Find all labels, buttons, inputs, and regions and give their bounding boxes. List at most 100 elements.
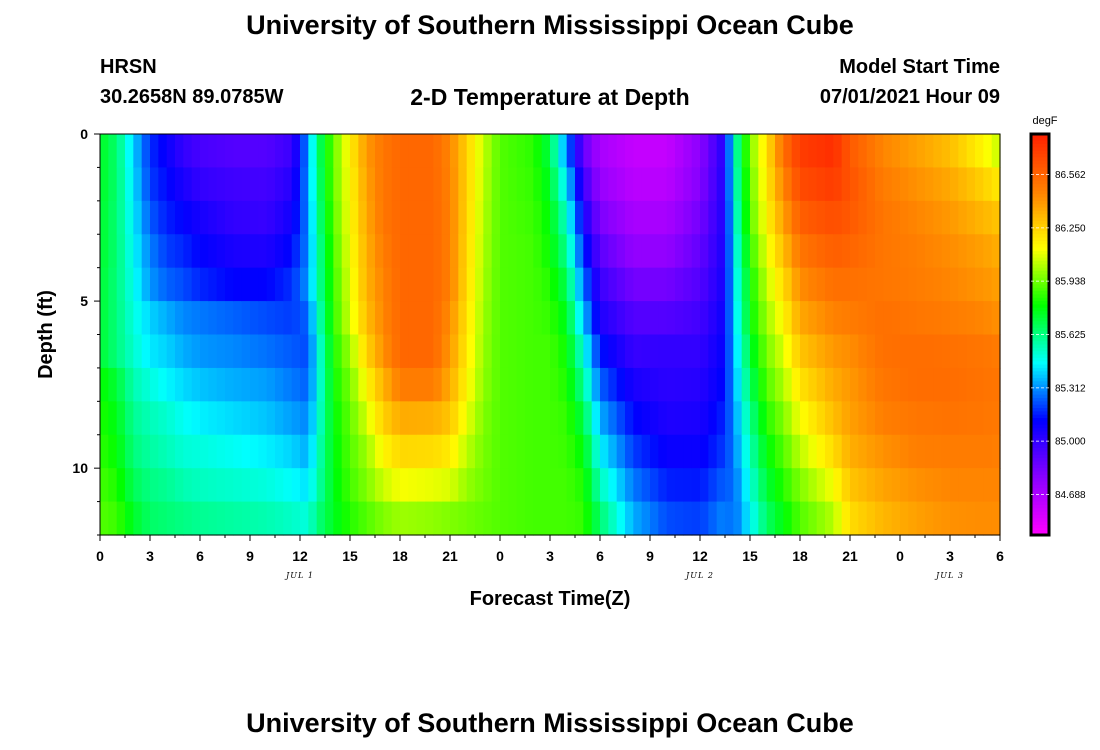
x-tick-label: 12 (292, 548, 308, 564)
heatmap-cell (525, 501, 534, 536)
heatmap-cell (841, 167, 851, 202)
heatmap-cell (450, 367, 459, 402)
colorbar-segment (1031, 237, 1049, 242)
heatmap-cell (383, 167, 393, 202)
heatmap-cell (708, 200, 718, 235)
heatmap-cell (283, 301, 293, 336)
heatmap-cell (750, 367, 759, 402)
heatmap-cell (258, 167, 268, 202)
heatmap-cell (391, 267, 401, 302)
heatmap-cell (508, 267, 518, 302)
heatmap-cell (675, 200, 684, 235)
heatmap-cell (208, 301, 218, 336)
heatmap-cell (691, 501, 701, 536)
heatmap-cell (200, 167, 209, 202)
heatmap-cell (425, 434, 434, 469)
heatmap-cell (775, 367, 784, 402)
heatmap-cell (816, 434, 826, 469)
heatmap-cell (916, 234, 926, 269)
heatmap-cell (950, 434, 959, 469)
heatmap-cell (833, 334, 843, 369)
heatmap-cell (741, 434, 751, 469)
heatmap-cell (416, 334, 426, 369)
heatmap-cell (633, 234, 643, 269)
heatmap-cell (633, 334, 643, 369)
heatmap-cell (250, 434, 259, 469)
station-coordinates: 30.2658N 89.0785W (100, 86, 284, 108)
heatmap-cell (533, 401, 543, 436)
heatmap-cell (708, 434, 718, 469)
heatmap-cell (850, 167, 859, 202)
heatmap-cell (450, 468, 459, 503)
colorbar-segment (1031, 354, 1049, 359)
heatmap-cell (558, 367, 568, 402)
heatmap-cell (158, 234, 168, 269)
heatmap-cell (716, 367, 726, 402)
heatmap-cell (175, 167, 184, 202)
x-tick-label: 15 (342, 548, 358, 564)
heatmap-cell (566, 267, 576, 302)
heatmap-cell (225, 434, 234, 469)
heatmap-cell (666, 334, 676, 369)
heatmap-cell (641, 367, 651, 402)
heatmap-cell (866, 501, 876, 536)
heatmap-cell (750, 434, 759, 469)
heatmap-cell (325, 501, 334, 536)
colorbar-segment (1031, 271, 1049, 275)
colorbar-segment (1031, 361, 1049, 366)
heatmap-cell (833, 167, 843, 202)
heatmap-cell (816, 267, 826, 302)
heatmap-cell (416, 167, 426, 202)
heatmap-cell (366, 401, 376, 436)
heatmap-cell (450, 334, 459, 369)
heatmap-cell (666, 434, 676, 469)
heatmap-cell (925, 334, 934, 369)
heatmap-cell (975, 434, 984, 469)
heatmap-cell (433, 301, 443, 336)
colorbar-segment (1031, 511, 1049, 516)
heatmap-cell (583, 367, 593, 402)
heatmap-cell (850, 401, 859, 436)
heatmap-cell (683, 200, 693, 235)
heatmap-cell (383, 200, 393, 235)
heatmap-cell (358, 167, 368, 202)
heatmap-cell (458, 367, 468, 402)
heatmap-cell (766, 234, 776, 269)
heatmap-cell (408, 434, 418, 469)
heatmap-cell (125, 200, 134, 235)
heatmap-cell (141, 234, 151, 269)
heatmap-cell (400, 401, 409, 436)
heatmap-cell (400, 334, 409, 369)
heatmap-cell (750, 334, 759, 369)
heatmap-cell (783, 167, 793, 202)
heatmap-cell (133, 367, 143, 402)
heatmap-cell (783, 401, 793, 436)
heatmap-cell (991, 468, 1001, 503)
heatmap-cell (383, 334, 393, 369)
heatmap-cell (700, 267, 709, 302)
heatmap-cell (233, 234, 243, 269)
heatmap-cell (533, 267, 543, 302)
heatmap-cell (516, 334, 526, 369)
heatmap-cell (125, 501, 134, 536)
heatmap-cell (608, 234, 618, 269)
heatmap-cell (575, 134, 584, 169)
x-tick-label: 12 (692, 548, 708, 564)
heatmap-cell (683, 334, 693, 369)
heatmap-cell (241, 134, 251, 169)
heatmap-cell (550, 334, 559, 369)
heatmap-cell (191, 468, 201, 503)
heatmap-cell (725, 234, 734, 269)
heatmap-cell (925, 167, 934, 202)
heatmap-cell (425, 468, 434, 503)
heatmap-cell (941, 134, 951, 169)
heatmap-cell (591, 200, 601, 235)
heatmap-cell (200, 501, 209, 536)
heatmap-cell (500, 167, 509, 202)
heatmap-cell (758, 401, 768, 436)
heatmap-cell (550, 167, 559, 202)
heatmap-cell (625, 334, 634, 369)
heatmap-cell (958, 167, 968, 202)
heatmap-cell (350, 501, 359, 536)
heatmap-cell (683, 434, 693, 469)
